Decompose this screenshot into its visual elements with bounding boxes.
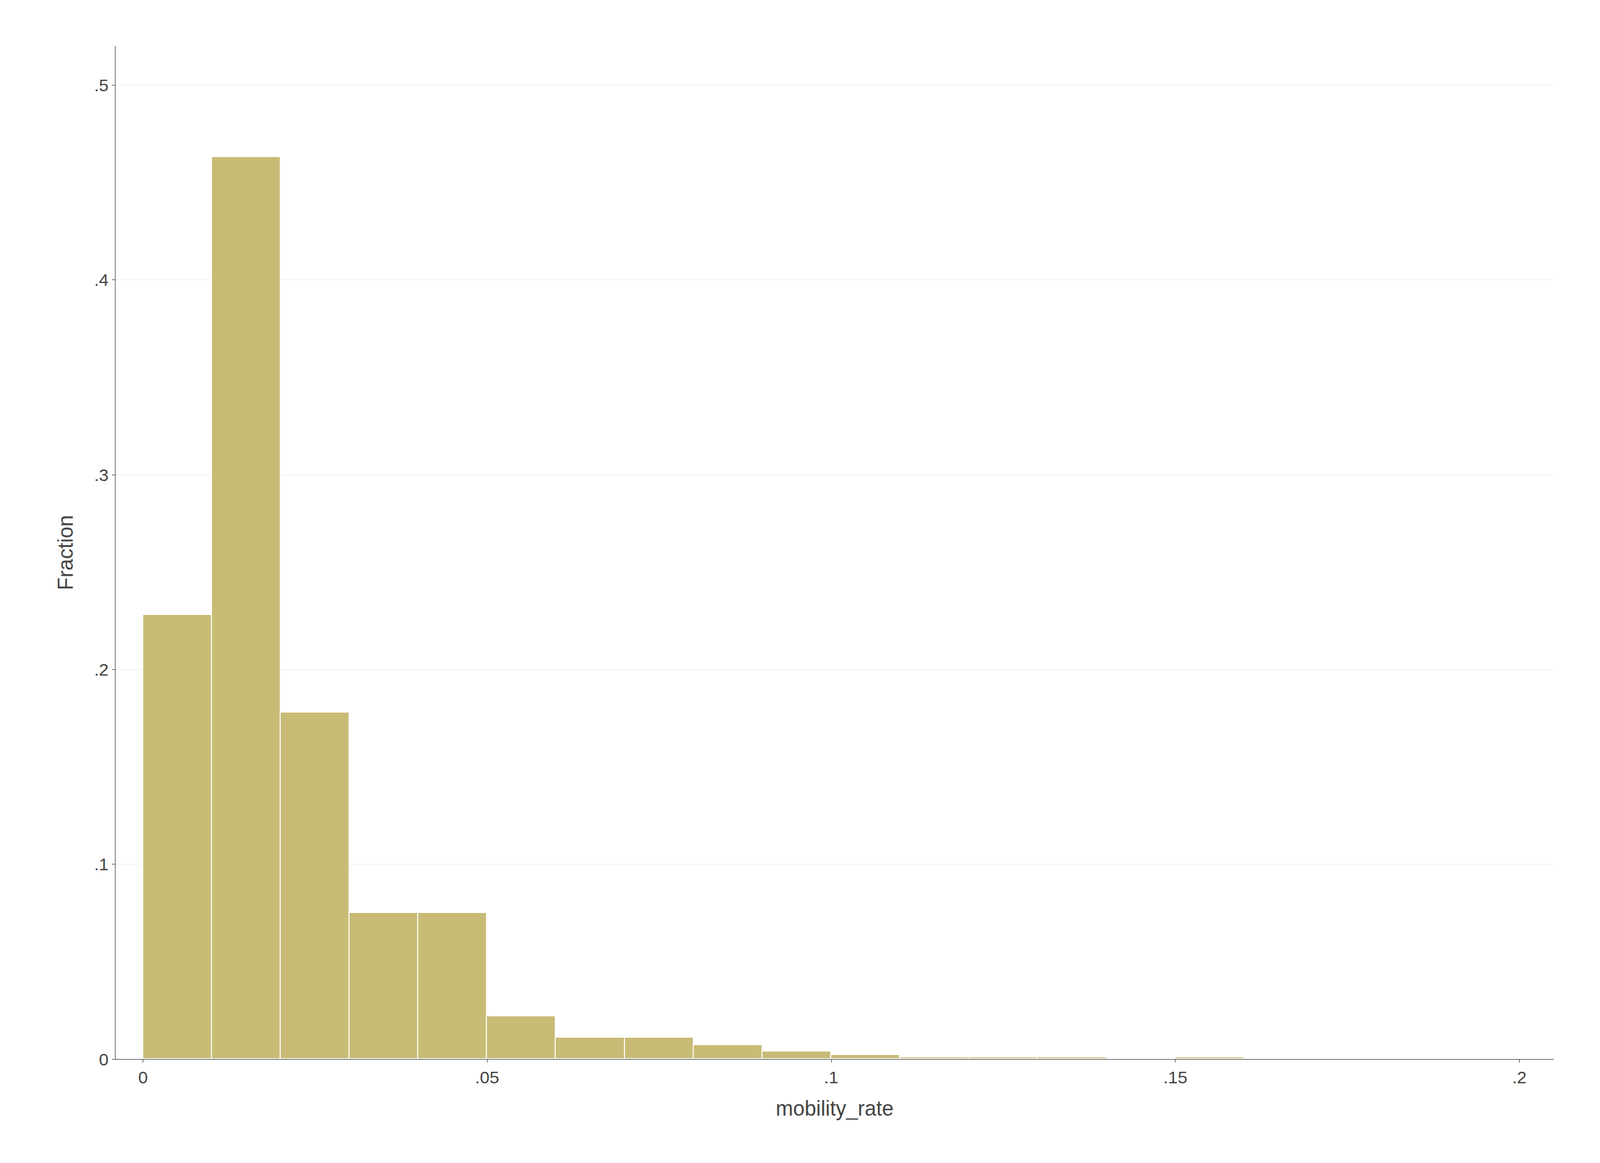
svg-text:.5: .5 <box>94 75 109 95</box>
svg-text:.1: .1 <box>94 854 109 874</box>
svg-text:.2: .2 <box>94 660 109 680</box>
svg-text:0: 0 <box>138 1068 148 1088</box>
svg-text:.1: .1 <box>824 1068 839 1088</box>
svg-text:0: 0 <box>98 1050 109 1070</box>
svg-text:Fraction: Fraction <box>53 515 78 591</box>
svg-text:.4: .4 <box>94 270 109 290</box>
svg-text:mobility_rate: mobility_rate <box>775 1096 894 1121</box>
svg-text:.3: .3 <box>94 465 109 485</box>
svg-text:.2: .2 <box>1512 1068 1527 1088</box>
svg-text:.15: .15 <box>1163 1068 1188 1088</box>
svg-text:.05: .05 <box>474 1068 500 1088</box>
